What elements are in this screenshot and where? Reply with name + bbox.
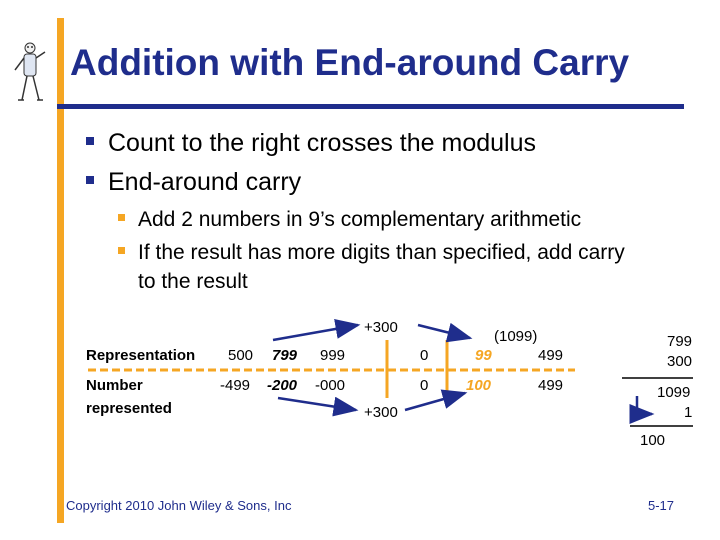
row-label-number: Number: [86, 377, 143, 394]
title-underline: [57, 104, 684, 109]
carry-arrow: [629, 396, 655, 424]
plus-300-top: +300: [364, 319, 398, 336]
bullet-1: Count to the right crosses the modulus: [86, 129, 536, 158]
sub-bullet-2-text: If the result has more digits than speci…: [138, 241, 625, 264]
bottom-value-minus-499: -499: [220, 377, 251, 394]
bullet-square-icon: [86, 176, 94, 185]
bottom-value-499: 499: [538, 377, 564, 394]
robot-mascot-icon: [14, 42, 46, 101]
sub-bullet-2-continuation: to the result: [138, 270, 248, 293]
bottom-arrow-tail: [404, 389, 468, 412]
bottom-value-minus-200: -200: [267, 377, 298, 394]
top-value-0: 0: [420, 347, 429, 364]
top-value-799: 799: [272, 347, 298, 364]
bullet-2: End-around carry: [86, 168, 301, 197]
left-accent-bar: [57, 18, 64, 523]
carry-note: (1099): [494, 328, 538, 345]
bottom-value-minus-000: -000: [315, 377, 346, 394]
calc-carry: 1: [684, 404, 693, 421]
calc-sum: 1099: [657, 384, 691, 401]
top-arrow-tail: [417, 322, 473, 343]
top-arrow: [272, 319, 361, 342]
bottom-value-0: 0: [420, 377, 429, 394]
calc-addend-a: 799: [667, 333, 693, 350]
slide-number: 5-17: [648, 498, 675, 513]
top-value-499: 499: [538, 347, 564, 364]
plus-300-bottom: +300: [364, 404, 398, 421]
bottom-arrow: [277, 396, 359, 417]
sub-bullet-square-icon: [118, 246, 125, 254]
sub-bullet-1-text: Add 2 numbers in 9’s complementary arith…: [138, 208, 582, 231]
row-label-represented: represented: [86, 400, 172, 417]
bullet-2-text: End-around carry: [108, 168, 302, 196]
sub-bullet-1: Add 2 numbers in 9’s complementary arith…: [118, 208, 581, 232]
sub-bullet-square-icon: [118, 213, 125, 221]
calc-addend-b: 300: [667, 353, 693, 370]
slide-title: Addition with End-around Carry: [70, 42, 630, 83]
copyright-footer: Copyright 2010 John Wiley & Sons, Inc: [66, 498, 292, 513]
top-value-999: 999: [320, 347, 346, 364]
sub-bullet-2: If the result has more digits than speci…: [118, 241, 625, 265]
bullet-1-text: Count to the right crosses the modulus: [108, 129, 537, 157]
calc-result: 100: [640, 432, 666, 449]
top-value-500: 500: [228, 347, 254, 364]
top-value-99: 99: [475, 347, 492, 364]
row-label-representation: Representation: [86, 347, 196, 364]
bullet-square-icon: [86, 137, 94, 146]
bottom-value-100: 100: [466, 377, 492, 394]
